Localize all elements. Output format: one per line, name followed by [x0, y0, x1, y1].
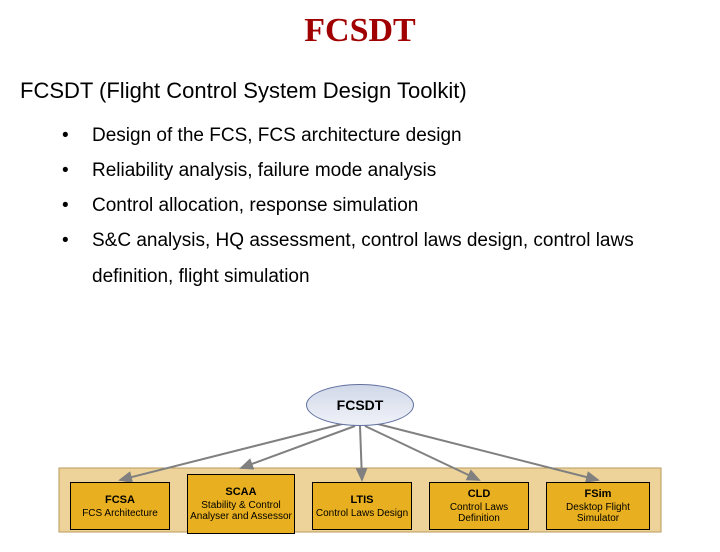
bullet-dot-icon: •: [62, 223, 92, 258]
box-desc: Control Laws Design: [315, 508, 409, 520]
bullet-list: • Design of the FCS, FCS architecture de…: [62, 118, 690, 294]
box-name: FCSA: [73, 494, 167, 507]
bullet-item: • Design of the FCS, FCS architecture de…: [62, 118, 690, 153]
diagram-box-scaa: SCAA Stability & Control Analyser and As…: [187, 474, 295, 534]
diagram-container: FCSDT FCSA FCS Architecture SCAA Stabili…: [55, 384, 665, 534]
diagram-center-node: FCSDT: [306, 384, 414, 426]
box-desc: FCS Architecture: [73, 508, 167, 520]
box-name: SCAA: [190, 486, 292, 499]
diagram-box-fsim: FSim Desktop Flight Simulator: [546, 482, 650, 530]
bullet-item: • Reliability analysis, failure mode ana…: [62, 153, 690, 188]
diagram-box-ltis: LTIS Control Laws Design: [312, 482, 412, 530]
box-name: LTIS: [315, 494, 409, 507]
diagram-box-fcsa: FCSA FCS Architecture: [70, 482, 170, 530]
diagram-center-label: FCSDT: [337, 397, 384, 413]
box-desc: Stability & Control Analyser and Assesso…: [190, 500, 292, 523]
bullet-item: • S&C analysis, HQ assessment, control l…: [62, 223, 690, 293]
box-name: FSim: [549, 488, 647, 501]
bullet-dot-icon: •: [62, 153, 92, 188]
bullet-text: Reliability analysis, failure mode analy…: [92, 153, 690, 188]
diagram-box-cld: CLD Control Laws Definition: [429, 482, 529, 530]
bullet-text: Control allocation, response simulation: [92, 188, 690, 223]
bullet-text: Design of the FCS, FCS architecture desi…: [92, 118, 690, 153]
bullet-dot-icon: •: [62, 188, 92, 223]
bullet-dot-icon: •: [62, 118, 92, 153]
box-name: CLD: [432, 488, 526, 501]
box-desc: Desktop Flight Simulator: [549, 502, 647, 525]
bullet-item: • Control allocation, response simulatio…: [62, 188, 690, 223]
page-title: FCSDT: [0, 12, 720, 50]
bullet-text: S&C analysis, HQ assessment, control law…: [92, 223, 690, 293]
box-desc: Control Laws Definition: [432, 502, 526, 525]
subtitle: FCSDT (Flight Control System Design Tool…: [20, 78, 720, 104]
